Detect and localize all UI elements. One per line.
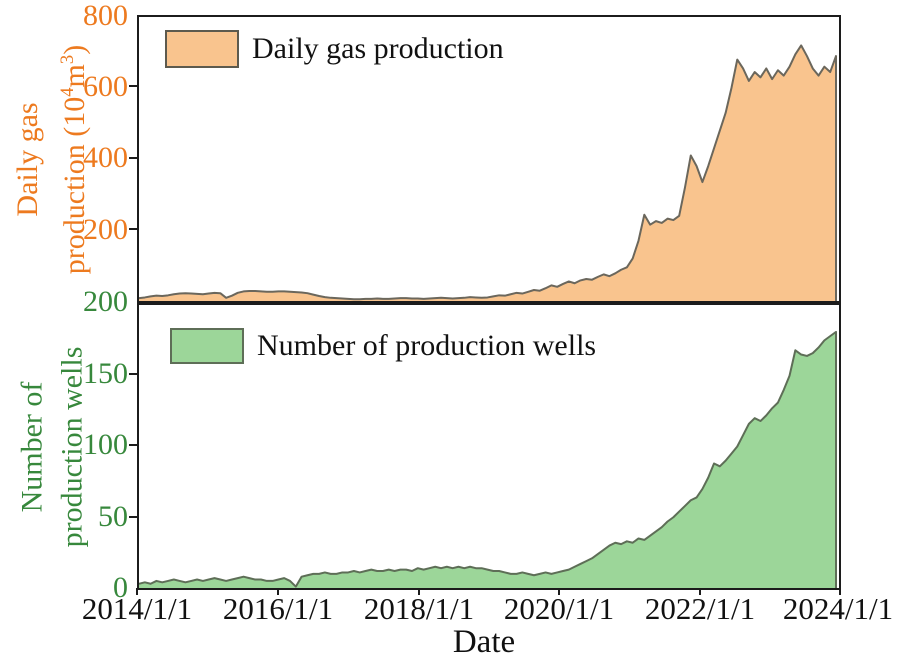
gas-legend-swatch [165, 30, 239, 68]
gas-tick-600 [129, 85, 137, 87]
x-tick-2014 [136, 588, 138, 595]
x-tick-2024 [839, 588, 841, 595]
wells-ytick-50: 50 [98, 500, 128, 533]
x-tick-2018 [418, 588, 420, 595]
gas-legend-label: Daily gas production [252, 32, 504, 65]
wells-ytick-150: 150 [83, 357, 128, 390]
wells-ytick-0: 0 [113, 571, 128, 604]
gas-legend: Daily gas production [165, 30, 504, 68]
x-label-2020: 2020/1/1 [503, 591, 615, 626]
wells-legend-swatch [170, 328, 244, 364]
gas-tick-200 [129, 228, 137, 230]
x-tick-2020 [558, 588, 560, 595]
wells-ytick-200: 200 [83, 285, 128, 318]
x-tick-2016 [277, 588, 279, 595]
x-tick-2022 [699, 588, 701, 595]
x-label-2018: 2018/1/1 [363, 591, 475, 626]
wells-ytick-100: 100 [83, 428, 128, 461]
gas-tick-400 [129, 157, 137, 159]
gas-ytick-800: 800 [83, 0, 128, 32]
x-label-2016: 2016/1/1 [222, 591, 334, 626]
gas-panel: Daily gas production [137, 15, 841, 303]
wells-tick-150 [129, 373, 137, 375]
x-axis-title: Date [452, 624, 516, 660]
wells-panel: Number of production wells [137, 303, 841, 590]
gas-ytick-400: 400 [83, 141, 128, 174]
gas-ytick-600: 600 [83, 70, 128, 103]
wells-legend: Number of production wells [170, 328, 596, 364]
gas-area-chart [139, 44, 837, 301]
x-label-2024: 2024/1/1 [782, 591, 894, 626]
x-label-2022: 2022/1/1 [644, 591, 756, 626]
gas-ytick-200: 200 [83, 213, 128, 246]
wells-tick-100 [129, 444, 137, 446]
wells-area-chart [139, 330, 837, 588]
wells-tick-50 [129, 516, 137, 518]
x-label-2014: 2014/1/1 [81, 591, 193, 626]
wells-legend-label: Number of production wells [257, 329, 597, 362]
